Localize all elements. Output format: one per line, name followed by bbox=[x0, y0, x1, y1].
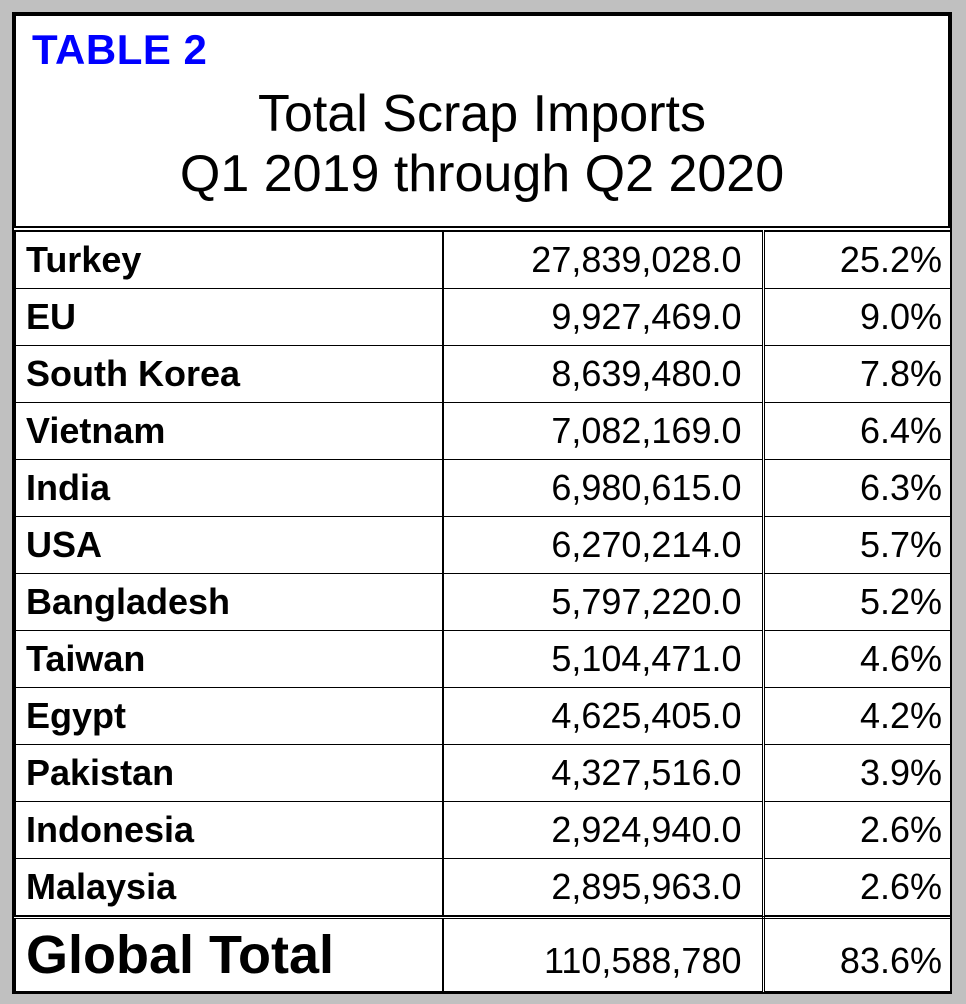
country-cell: Indonesia bbox=[14, 801, 443, 859]
pct-cell: 2.6% bbox=[762, 801, 952, 859]
table-row: Indonesia 2,924,940.0 2.6% bbox=[14, 801, 952, 859]
country-cell: Vietnam bbox=[14, 402, 443, 460]
value-cell: 4,327,516.0 bbox=[442, 744, 765, 802]
country-cell: South Korea bbox=[14, 345, 443, 403]
imports-table: Turkey 27,839,028.0 25.2% EU 9,927,469.0 9.0%… bbox=[14, 230, 952, 916]
table-title-line-2: Q1 2019 through Q2 2020 bbox=[179, 145, 785, 203]
pct-cell: 4.6% bbox=[762, 630, 952, 688]
value-cell: 8,639,480.0 bbox=[442, 345, 765, 403]
table-row: EU 9,927,469.0 9.0% bbox=[14, 288, 952, 346]
pct-cell: 5.2% bbox=[762, 573, 952, 631]
global-total-row: Global Total 110,588,780 83.6% bbox=[14, 916, 952, 993]
table-row: India 6,980,615.0 6.3% bbox=[14, 459, 952, 517]
table-row: Egypt 4,625,405.0 4.2% bbox=[14, 687, 952, 745]
table-row: Taiwan 5,104,471.0 4.6% bbox=[14, 630, 952, 688]
value-cell: 5,104,471.0 bbox=[442, 630, 765, 688]
value-cell: 6,980,615.0 bbox=[442, 459, 765, 517]
country-cell: Pakistan bbox=[14, 744, 443, 802]
country-cell: Taiwan bbox=[14, 630, 443, 688]
value-cell: 6,270,214.0 bbox=[442, 516, 765, 574]
pct-cell: 3.9% bbox=[762, 744, 952, 802]
value-cell: 4,625,405.0 bbox=[442, 687, 765, 745]
table-header: TABLE 2 Total Scrap Imports Q1 2019 thro… bbox=[14, 14, 950, 228]
value-cell: 5,797,220.0 bbox=[442, 573, 765, 631]
table-label: TABLE 2 bbox=[32, 26, 208, 73]
value-cell: 7,082,169.0 bbox=[442, 402, 765, 460]
table-row: South Korea 8,639,480.0 7.8% bbox=[14, 345, 952, 403]
country-cell: Malaysia bbox=[14, 858, 443, 916]
value-cell: 2,924,940.0 bbox=[442, 801, 765, 859]
country-cell: India bbox=[14, 459, 443, 517]
table-row: Bangladesh 5,797,220.0 5.2% bbox=[14, 573, 952, 631]
table-row: Turkey 27,839,028.0 25.2% bbox=[14, 230, 952, 289]
pct-cell: 4.2% bbox=[762, 687, 952, 745]
pct-cell: 6.3% bbox=[762, 459, 952, 517]
global-total-value: 110,588,780 bbox=[442, 916, 765, 993]
country-cell: Egypt bbox=[14, 687, 443, 745]
value-cell: 2,895,963.0 bbox=[442, 858, 765, 916]
global-total-pct: 83.6% bbox=[762, 916, 952, 993]
table-row: USA 6,270,214.0 5.7% bbox=[14, 516, 952, 574]
table-row: Pakistan 4,327,516.0 3.9% bbox=[14, 744, 952, 802]
table-title-line-1: Total Scrap Imports bbox=[258, 85, 706, 143]
pct-cell: 2.6% bbox=[762, 858, 952, 916]
pct-cell: 9.0% bbox=[762, 288, 952, 346]
pct-cell: 6.4% bbox=[762, 402, 952, 460]
global-total-label: Global Total bbox=[14, 916, 443, 993]
table-row: Malaysia 2,895,963.0 2.6% bbox=[14, 858, 952, 916]
pct-cell: 25.2% bbox=[762, 230, 952, 289]
country-cell: Bangladesh bbox=[14, 573, 443, 631]
pct-cell: 5.7% bbox=[762, 516, 952, 574]
country-cell: USA bbox=[14, 516, 443, 574]
country-cell: Turkey bbox=[14, 230, 443, 289]
pct-cell: 7.8% bbox=[762, 345, 952, 403]
country-cell: EU bbox=[14, 288, 443, 346]
value-cell: 27,839,028.0 bbox=[442, 230, 765, 289]
value-cell: 9,927,469.0 bbox=[442, 288, 765, 346]
table-row: Vietnam 7,082,169.0 6.4% bbox=[14, 402, 952, 460]
